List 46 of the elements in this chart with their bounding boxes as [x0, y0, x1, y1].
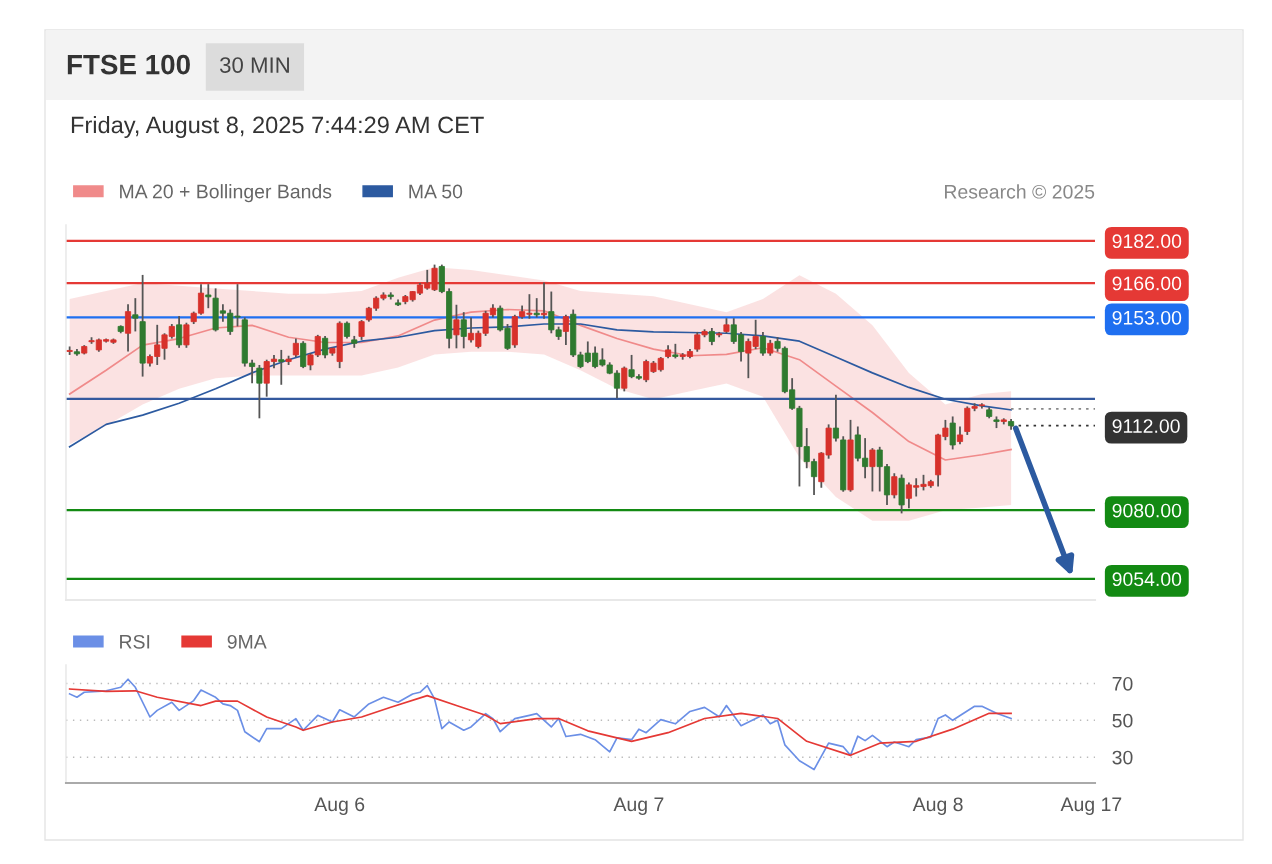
y-tick-label: 50 — [1112, 713, 1133, 728]
candlestick — [278, 349, 285, 386]
y-tick-label: 9054.00 — [1112, 572, 1182, 587]
line-series — [68, 678, 1012, 771]
line-series — [68, 688, 1012, 757]
candlestick — [621, 365, 628, 393]
text: 30 MIN — [219, 57, 289, 73]
candlestick — [292, 337, 299, 358]
y-tick-label: 9080.00 — [1112, 503, 1182, 518]
y-tick-label: 70 — [1112, 676, 1133, 691]
candlestick — [183, 321, 190, 349]
line-series — [68, 308, 1012, 461]
candlestick — [460, 311, 467, 350]
candlestick — [256, 364, 263, 420]
chart-title: FTSE 100 — [67, 54, 190, 75]
text: Research © 2025 — [945, 184, 1095, 199]
candlestick — [832, 393, 839, 443]
y-tick-label: 9112.00 — [1112, 419, 1180, 433]
candlestick — [891, 472, 898, 500]
y-tick-label: 30 — [1112, 750, 1133, 765]
candlestick — [869, 447, 876, 493]
legend-label: MA 20 + Bollinger Bands — [120, 184, 332, 203]
chart-subtitle: Friday, August 8, 2025 7:44:29 AM CET — [71, 116, 484, 139]
candlestick — [358, 319, 365, 341]
candlestick — [66, 345, 73, 356]
candlestick — [300, 340, 307, 370]
candlestick — [562, 313, 569, 346]
x-tick-label: Aug 7 — [613, 797, 664, 816]
legend-label: RSI — [120, 634, 150, 649]
x-tick-label: Aug 6 — [314, 797, 365, 816]
x-tick-label: Aug 8 — [912, 797, 963, 816]
legend-label: 9MA — [227, 634, 267, 649]
x-tick-label: Aug 17 — [1060, 797, 1122, 816]
candlestick — [124, 303, 132, 353]
candlestick — [533, 297, 540, 319]
candlestick — [759, 331, 766, 357]
y-tick-label: 9182.00 — [1112, 234, 1182, 249]
candlestick — [453, 303, 460, 350]
y-tick-label: 9166.00 — [1112, 276, 1182, 291]
legend-label: MA 50 — [409, 184, 463, 199]
candlestick — [322, 335, 329, 360]
y-tick-label: 9153.00 — [1112, 310, 1182, 325]
candlestick — [949, 415, 956, 451]
candlestick — [176, 315, 183, 349]
candlestick — [132, 297, 139, 333]
candlestick — [205, 283, 212, 310]
